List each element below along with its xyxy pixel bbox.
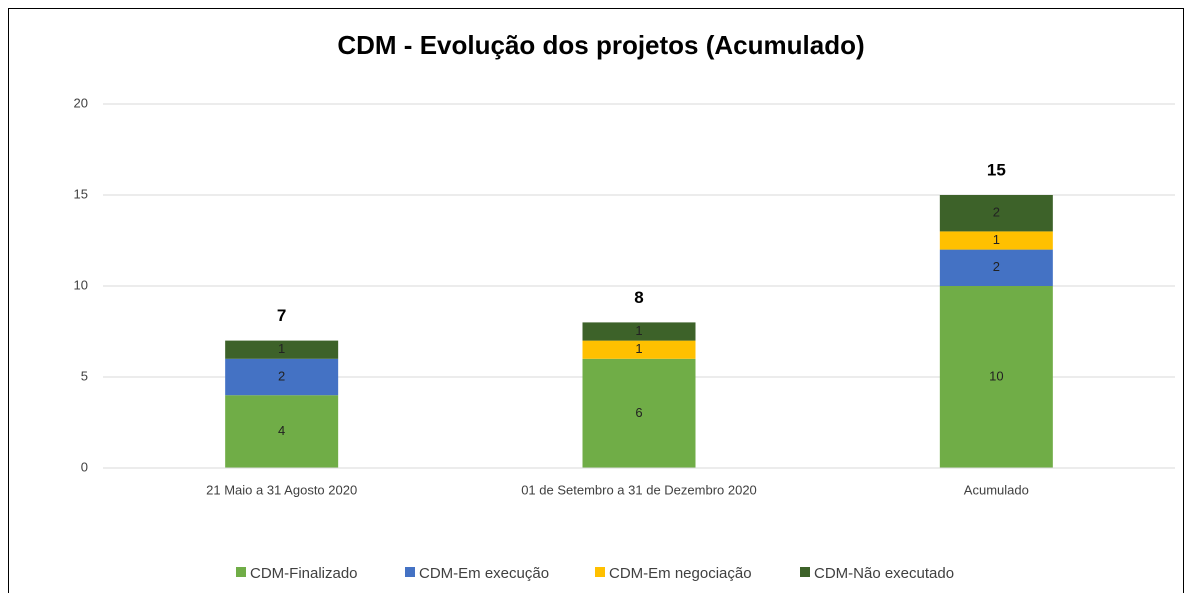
segment-label: 1 [278,341,285,356]
legend-label: CDM-Finalizado [250,565,358,582]
y-tick-label: 10 [74,277,88,292]
x-tick-label: Acumulado [964,482,1029,497]
legend-label: CDM-Não executado [814,565,954,582]
y-tick-label: 0 [81,459,88,474]
chart-title: CDM - Evolução dos projetos (Acumulado) [337,30,864,60]
total-label: 7 [277,306,286,325]
x-tick-label: 01 de Setembro a 31 de Dezembro 2020 [521,482,757,497]
segment-label: 1 [635,341,642,356]
bar-segment [225,358,339,396]
legend-swatch [405,567,415,577]
y-tick-label: 20 [74,95,88,110]
segment-label: 4 [278,423,285,438]
bar-segment [939,286,1053,468]
bar-segment [939,195,1053,232]
bar-segment [582,358,696,468]
legend-swatch [236,567,246,577]
segment-label: 1 [993,232,1000,247]
segment-label: 2 [278,368,285,383]
y-tick-label: 5 [81,368,88,383]
bar-segment [582,340,696,359]
bar-segment [225,395,339,468]
legend-label: CDM-Em execução [419,565,549,582]
y-tick-label: 15 [74,186,88,201]
segment-label: 2 [993,259,1000,274]
segment-label: 1 [635,323,642,338]
segment-label: 10 [989,368,1003,383]
x-tick-label: 21 Maio a 31 Agosto 2020 [206,482,357,497]
bar-segment [582,322,696,341]
segment-label: 6 [635,405,642,420]
bar-segment [225,340,339,359]
legend-swatch [595,567,605,577]
bar-segment [939,249,1053,286]
bar-segment [939,231,1053,250]
total-label: 8 [634,288,643,307]
legend-label: CDM-Em negociação [609,565,752,582]
legend-swatch [800,567,810,577]
segment-label: 2 [993,205,1000,220]
total-label: 15 [987,160,1006,179]
